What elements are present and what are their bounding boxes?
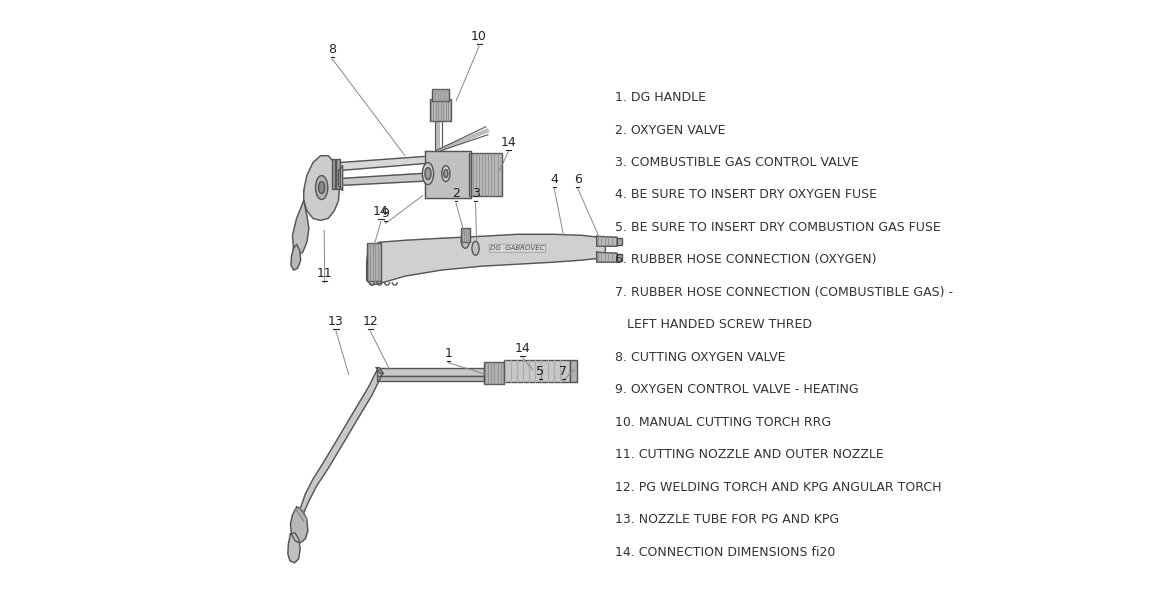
Text: 11. CUTTING NOZZLE AND OUTER NOZZLE: 11. CUTTING NOZZLE AND OUTER NOZZLE: [615, 448, 884, 461]
Polygon shape: [426, 151, 472, 199]
Text: DG  GABROVEC: DG GABROVEC: [490, 245, 544, 251]
Ellipse shape: [442, 165, 450, 182]
Text: 8: 8: [328, 43, 336, 56]
Polygon shape: [293, 201, 309, 255]
Polygon shape: [339, 156, 435, 170]
Text: 10: 10: [472, 30, 487, 43]
Text: 9. OXYGEN CONTROL VALVE - HEATING: 9. OXYGEN CONTROL VALVE - HEATING: [615, 384, 858, 396]
Bar: [617, 254, 622, 261]
Ellipse shape: [472, 241, 479, 255]
Text: 7. RUBBER HOSE CONNECTION (COMBUSTIBLE GAS) -: 7. RUBBER HOSE CONNECTION (COMBUSTIBLE G…: [615, 286, 953, 299]
Text: 2: 2: [452, 187, 460, 201]
Text: 14. CONNECTION DIMENSIONS fi20: 14. CONNECTION DIMENSIONS fi20: [615, 545, 835, 559]
Bar: [376, 368, 485, 376]
Bar: [336, 159, 340, 188]
Polygon shape: [288, 533, 300, 563]
Text: 14: 14: [500, 136, 516, 149]
Polygon shape: [376, 368, 383, 374]
Text: 3. COMBUSTIBLE GAS CONTROL VALVE: 3. COMBUSTIBLE GAS CONTROL VALVE: [615, 156, 858, 169]
Ellipse shape: [422, 162, 434, 185]
Text: 1: 1: [445, 347, 453, 360]
Text: 1. DG HANDLE: 1. DG HANDLE: [615, 91, 706, 104]
Bar: [376, 376, 485, 381]
Text: 14: 14: [515, 342, 530, 355]
Polygon shape: [596, 236, 617, 246]
Bar: [570, 360, 577, 382]
Polygon shape: [596, 252, 617, 262]
Text: 3: 3: [472, 187, 480, 201]
Polygon shape: [339, 173, 435, 185]
Polygon shape: [339, 165, 342, 190]
Bar: [461, 228, 470, 242]
Ellipse shape: [315, 176, 328, 199]
Text: 11: 11: [316, 267, 333, 280]
Polygon shape: [303, 156, 340, 220]
Bar: [469, 153, 502, 196]
Bar: [429, 99, 450, 121]
Text: 8. CUTTING OXYGEN VALVE: 8. CUTTING OXYGEN VALVE: [615, 351, 786, 364]
Text: 13: 13: [328, 315, 343, 328]
Text: 9: 9: [381, 207, 389, 220]
Bar: [485, 362, 503, 384]
Text: 13. NOZZLE TUBE FOR PG AND KPG: 13. NOZZLE TUBE FOR PG AND KPG: [615, 513, 840, 526]
Text: 7: 7: [560, 365, 568, 378]
Text: 12. PG WELDING TORCH AND KPG ANGULAR TORCH: 12. PG WELDING TORCH AND KPG ANGULAR TOR…: [615, 481, 942, 493]
Ellipse shape: [425, 168, 432, 179]
Polygon shape: [290, 244, 301, 270]
Polygon shape: [300, 368, 382, 515]
Bar: [432, 89, 449, 101]
Text: 5: 5: [536, 365, 544, 378]
Text: 6: 6: [574, 173, 582, 185]
Bar: [367, 243, 381, 281]
Polygon shape: [290, 507, 308, 543]
Text: 14: 14: [373, 205, 389, 219]
Ellipse shape: [461, 233, 469, 248]
Polygon shape: [367, 234, 606, 285]
Text: 4. BE SURE TO INSERT DRY OXYGEN FUSE: 4. BE SURE TO INSERT DRY OXYGEN FUSE: [615, 188, 877, 202]
Text: 2. OXYGEN VALVE: 2. OXYGEN VALVE: [615, 124, 726, 137]
Text: 12: 12: [362, 315, 379, 328]
Bar: [503, 360, 570, 382]
Ellipse shape: [319, 182, 325, 193]
Text: 5. BE SURE TO INSERT DRY COMBUSTION GAS FUSE: 5. BE SURE TO INSERT DRY COMBUSTION GAS …: [615, 221, 941, 234]
Ellipse shape: [443, 170, 448, 178]
Bar: [333, 159, 335, 188]
Text: LEFT HANDED SCREW THRED: LEFT HANDED SCREW THRED: [615, 318, 813, 332]
Text: 4: 4: [550, 173, 559, 185]
Text: 6. RUBBER HOSE CONNECTION (OXYGEN): 6. RUBBER HOSE CONNECTION (OXYGEN): [615, 254, 876, 266]
Bar: [617, 239, 622, 245]
Text: 10. MANUAL CUTTING TORCH RRG: 10. MANUAL CUTTING TORCH RRG: [615, 416, 831, 429]
